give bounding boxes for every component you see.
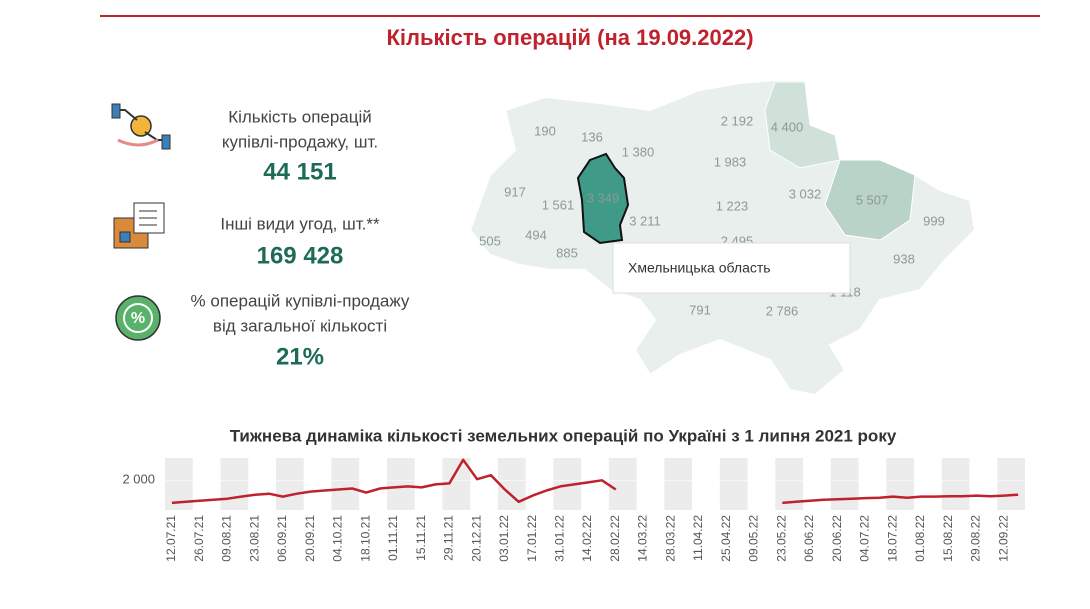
stat-value: 169 428	[257, 242, 344, 269]
region-value: 505	[479, 233, 501, 248]
region-value: 190	[534, 123, 556, 138]
x-tick-label: 29.08.22	[969, 515, 983, 562]
x-tick-label: 04.07.22	[858, 515, 872, 562]
x-tick-label: 15.08.22	[941, 515, 955, 562]
x-tick-label: 26.07.21	[192, 515, 206, 562]
region-value: 3 349	[587, 190, 620, 205]
x-tick-label: 06.09.21	[275, 515, 289, 562]
region-value: 3 032	[789, 186, 822, 201]
region-value: 1 983	[714, 154, 747, 169]
tooltip-text: Хмельницька область	[628, 260, 771, 276]
plot-band	[275, 458, 304, 510]
x-tick-label: 12.09.22	[996, 515, 1010, 562]
region-value: 999	[923, 213, 945, 228]
y-tick-label: 2 000	[122, 472, 155, 487]
plot-band	[497, 458, 526, 510]
region-value: 136	[581, 129, 603, 144]
region-value: 917	[504, 184, 526, 199]
x-tick-label: 09.08.21	[220, 515, 234, 562]
region-value: 1 380	[622, 144, 655, 159]
x-tick-label: 06.06.22	[802, 515, 816, 562]
plot-band	[941, 458, 970, 510]
plot-band	[886, 458, 915, 510]
x-tick-label: 29.11.21	[442, 515, 456, 561]
region-highlight	[576, 152, 630, 245]
plot-band	[997, 458, 1025, 510]
region-value: 2 786	[766, 303, 799, 318]
map	[468, 79, 977, 397]
plot-band	[719, 458, 748, 510]
x-tick-label: 28.03.22	[663, 515, 677, 562]
icon-documents	[113, 202, 165, 249]
x-tick-label: 28.02.22	[608, 515, 622, 562]
chart-title: Тижнева динаміка кількості земельних опе…	[230, 426, 897, 445]
plot-band	[331, 458, 360, 510]
region-value: 494	[525, 227, 547, 242]
region-value: 2 192	[721, 113, 754, 128]
region-kharkiv	[824, 159, 916, 241]
stat-label: % операцій купівлі-продажу	[191, 291, 410, 310]
icon-percent: %	[115, 295, 161, 341]
stat-label: від загальної кількості	[213, 316, 387, 335]
x-tick-label: 01.08.22	[913, 515, 927, 562]
region-value: 885	[556, 245, 578, 260]
x-tick-label: 01.11.21	[386, 515, 400, 561]
region-value: 3 211	[629, 213, 661, 228]
map-tooltip: Хмельницька область	[612, 242, 851, 294]
x-tick-label: 15.11.21	[414, 515, 428, 561]
x-tick-label: 18.07.22	[885, 515, 899, 562]
region-value: 4 400	[771, 119, 804, 134]
region-value: 1 561	[542, 197, 575, 212]
plot-band	[664, 458, 693, 510]
x-tick-label: 23.05.22	[774, 515, 788, 562]
x-tick-label: 09.05.22	[747, 515, 761, 562]
x-tick-label: 03.01.22	[497, 515, 511, 562]
stat-label: Кількість операцій	[228, 107, 372, 126]
x-tick-label: 31.01.22	[552, 515, 566, 562]
stat-value: 21%	[276, 343, 324, 370]
icon-money	[111, 103, 171, 150]
x-tick-label: 18.10.21	[358, 515, 372, 562]
x-tick-label: 11.04.22	[691, 515, 705, 561]
x-tick-label: 23.08.21	[247, 515, 261, 562]
stat-value: 44 151	[263, 158, 336, 185]
stat-label: Інші види угод, шт.**	[220, 214, 380, 233]
stat-label: купівлі-продажу, шт.	[222, 132, 378, 151]
region-value: 938	[893, 251, 915, 266]
plot-band	[386, 458, 415, 510]
x-tick-label: 14.03.22	[636, 515, 650, 562]
region-value: 1 223	[716, 198, 749, 213]
x-tick-label: 04.10.21	[331, 515, 345, 562]
x-tick-label: 20.12.21	[469, 515, 483, 562]
plot-band	[220, 458, 249, 510]
region-value: 791	[689, 302, 711, 317]
x-tick-label: 12.07.21	[164, 515, 178, 562]
x-tick-label: 17.01.22	[525, 515, 539, 562]
series-line	[171, 458, 1019, 505]
page-title: Кількість операцій (на 19.09.2022)	[386, 25, 753, 50]
region-value: 5 507	[856, 192, 889, 207]
x-tick-label: 25.04.22	[719, 515, 733, 562]
x-tick-label: 14.02.22	[580, 515, 594, 562]
x-tick-label: 20.06.22	[830, 515, 844, 562]
plot-band	[608, 458, 637, 510]
plot-band	[830, 458, 859, 510]
svg-text:%: %	[131, 310, 145, 327]
x-tick-label: 20.09.21	[303, 515, 317, 562]
